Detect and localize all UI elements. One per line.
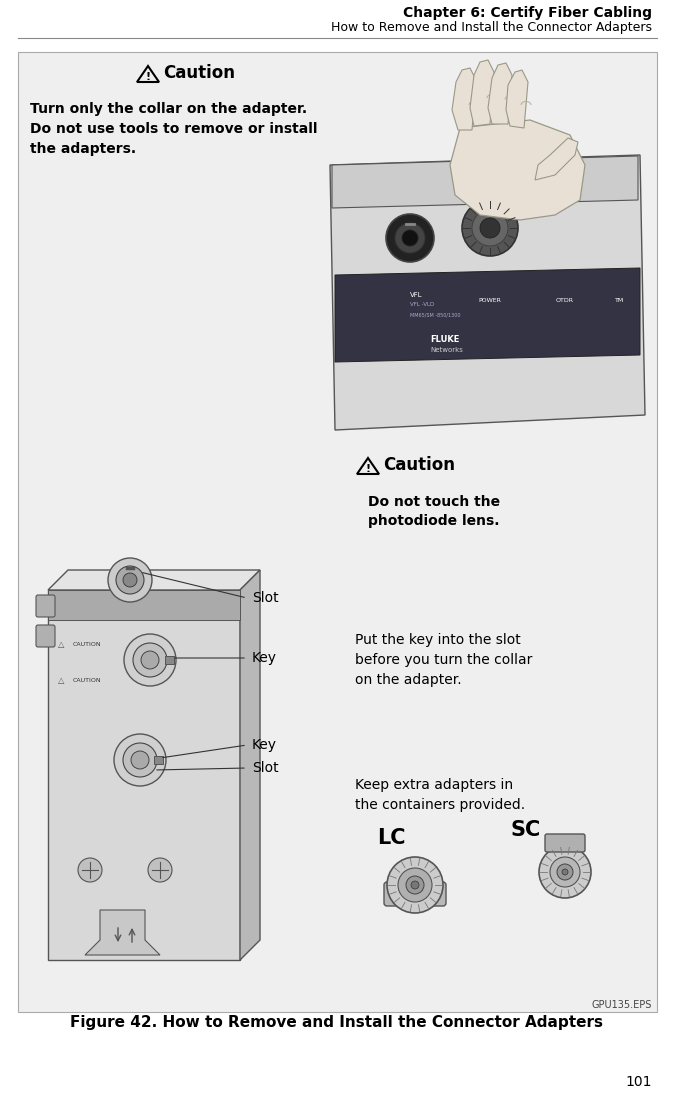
- Text: Caution: Caution: [163, 64, 235, 82]
- Text: △: △: [58, 676, 65, 685]
- Circle shape: [398, 868, 432, 902]
- Circle shape: [123, 743, 157, 778]
- Circle shape: [141, 651, 159, 669]
- Circle shape: [131, 751, 149, 769]
- Circle shape: [386, 213, 434, 262]
- Polygon shape: [165, 656, 174, 664]
- Circle shape: [123, 573, 137, 587]
- Text: GPU135.EPS: GPU135.EPS: [591, 1000, 652, 1010]
- Text: Networks: Networks: [430, 347, 463, 353]
- Text: Turn only the collar on the adapter.
Do not use tools to remove or install
the a: Turn only the collar on the adapter. Do …: [30, 102, 317, 156]
- Text: TM: TM: [616, 298, 624, 303]
- Text: Chapter 6: Certify Fiber Cabling: Chapter 6: Certify Fiber Cabling: [403, 6, 652, 20]
- Circle shape: [539, 846, 591, 898]
- Text: CAUTION: CAUTION: [73, 643, 102, 647]
- Text: Put the key into the slot
before you turn the collar
on the adapter.: Put the key into the slot before you tur…: [355, 633, 533, 687]
- Text: !: !: [365, 463, 371, 473]
- Text: CAUTION: CAUTION: [73, 678, 102, 682]
- Text: Do not touch the
photodiode lens.: Do not touch the photodiode lens.: [368, 495, 500, 529]
- Polygon shape: [332, 156, 638, 208]
- Circle shape: [562, 869, 568, 875]
- Circle shape: [411, 881, 419, 889]
- Text: POWER: POWER: [479, 298, 502, 303]
- FancyBboxPatch shape: [36, 625, 55, 647]
- FancyBboxPatch shape: [545, 834, 585, 852]
- Text: Caution: Caution: [383, 456, 455, 474]
- Circle shape: [124, 634, 176, 686]
- Text: Figure 42. How to Remove and Install the Connector Adapters: Figure 42. How to Remove and Install the…: [70, 1014, 603, 1030]
- Polygon shape: [450, 119, 585, 220]
- Bar: [18, 52, 657, 1012]
- Text: !: !: [145, 72, 151, 82]
- Text: Slot: Slot: [252, 761, 279, 775]
- Text: Key: Key: [252, 738, 277, 752]
- Polygon shape: [154, 757, 163, 764]
- Text: How to Remove and Install the Connector Adapters: How to Remove and Install the Connector …: [331, 21, 652, 33]
- Text: 101: 101: [626, 1075, 652, 1089]
- Text: VFL: VFL: [410, 292, 423, 298]
- Polygon shape: [85, 910, 160, 954]
- Text: VFL -VLD: VFL -VLD: [410, 303, 434, 307]
- Text: OTDR: OTDR: [556, 298, 574, 303]
- Circle shape: [406, 876, 424, 894]
- Polygon shape: [535, 138, 578, 180]
- Polygon shape: [48, 570, 260, 589]
- Circle shape: [78, 858, 102, 881]
- Circle shape: [550, 857, 580, 887]
- Circle shape: [114, 734, 166, 786]
- Text: LC: LC: [377, 828, 406, 848]
- Polygon shape: [488, 63, 512, 124]
- Polygon shape: [330, 155, 645, 430]
- Text: Slot: Slot: [252, 591, 279, 605]
- Circle shape: [395, 223, 425, 253]
- Circle shape: [462, 200, 518, 255]
- Circle shape: [480, 218, 500, 238]
- Polygon shape: [452, 67, 476, 131]
- FancyBboxPatch shape: [384, 881, 446, 906]
- FancyBboxPatch shape: [36, 595, 55, 617]
- Polygon shape: [240, 570, 260, 960]
- Circle shape: [472, 210, 508, 246]
- Text: SC: SC: [510, 820, 540, 839]
- Circle shape: [116, 566, 144, 594]
- Circle shape: [557, 864, 573, 880]
- Text: △: △: [58, 640, 65, 649]
- Text: FLUKE: FLUKE: [430, 335, 460, 344]
- Polygon shape: [48, 589, 240, 620]
- Circle shape: [387, 857, 443, 912]
- Text: MM65/SM -850/1300: MM65/SM -850/1300: [410, 313, 460, 317]
- Polygon shape: [48, 589, 240, 960]
- Polygon shape: [506, 70, 528, 128]
- Polygon shape: [335, 268, 640, 362]
- Text: Key: Key: [252, 651, 277, 665]
- Polygon shape: [470, 60, 494, 126]
- Circle shape: [148, 858, 172, 881]
- Circle shape: [108, 559, 152, 602]
- Circle shape: [402, 230, 418, 246]
- Text: Keep extra adapters in
the containers provided.: Keep extra adapters in the containers pr…: [355, 778, 525, 812]
- Circle shape: [133, 643, 167, 677]
